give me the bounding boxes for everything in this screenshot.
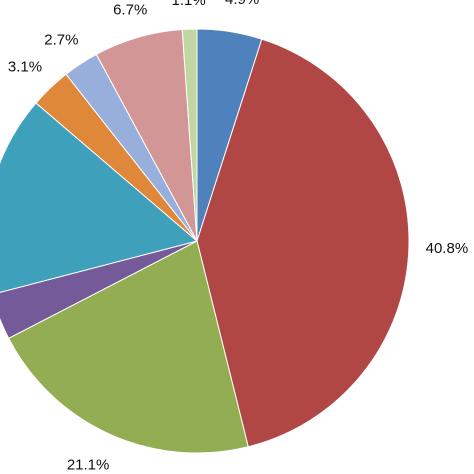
pie-slice-5	[0, 102, 199, 293]
pie-slice-9	[181, 28, 198, 242]
labels-layer: 4.9% 40.8% 21.1% 3.1%2.7% 6.7% 1.1%	[8, 0, 468, 474]
pie-slice-4	[0, 240, 198, 340]
data-label-slice-6: 3.1%	[8, 59, 42, 76]
slices-layer	[0, 28, 410, 454]
pie-slice-3	[7, 240, 249, 454]
data-label-slice-2: 40.8%	[426, 240, 469, 257]
data-label-slice-3: 21.1%	[67, 457, 110, 474]
data-label-slice-8: 6.7%	[113, 1, 147, 18]
pie-slice-2	[196, 38, 410, 448]
data-label-slice-7: 2.7%	[44, 31, 78, 48]
data-label-slice-1: 4.9%	[225, 0, 259, 8]
data-label-slice-9: 1.1%	[171, 0, 205, 9]
